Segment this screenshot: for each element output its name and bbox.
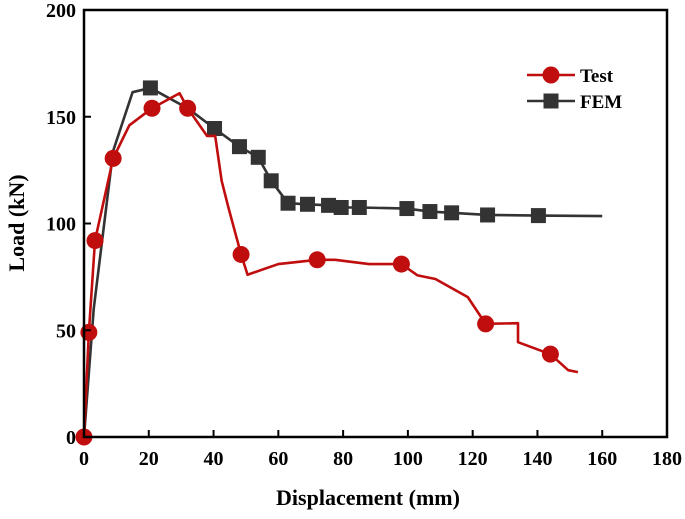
test-point bbox=[308, 251, 326, 269]
series-fem bbox=[82, 80, 603, 438]
x-tick-label: 140 bbox=[522, 448, 552, 470]
x-tick-label: 60 bbox=[268, 448, 288, 470]
test-point bbox=[477, 315, 495, 333]
x-axis-label: Displacement (mm) bbox=[276, 485, 460, 510]
fem-point bbox=[250, 149, 266, 165]
legend-test-marker bbox=[542, 66, 560, 84]
test-point bbox=[541, 345, 559, 363]
test-point bbox=[179, 99, 197, 117]
fem-line bbox=[82, 86, 603, 438]
fem-point bbox=[207, 120, 223, 136]
fem-point bbox=[399, 201, 415, 217]
x-tick-label: 80 bbox=[333, 448, 353, 470]
fem-point bbox=[351, 199, 367, 215]
test-point bbox=[143, 99, 161, 117]
x-tick-label: 0 bbox=[79, 448, 89, 470]
fem-point bbox=[280, 195, 296, 211]
fem-point bbox=[231, 139, 247, 155]
y-tick-label: 50 bbox=[56, 320, 76, 342]
fem-point bbox=[422, 204, 438, 220]
fem-point bbox=[299, 196, 315, 212]
x-tick-label: 120 bbox=[458, 448, 488, 470]
legend: Test FEM bbox=[527, 66, 622, 113]
legend-fem-marker bbox=[543, 93, 559, 109]
fem-point bbox=[263, 173, 279, 189]
series-test bbox=[75, 91, 579, 446]
series-layer bbox=[75, 80, 603, 446]
fem-point bbox=[142, 80, 158, 96]
fem-point bbox=[480, 207, 496, 223]
legend-fem-label: FEM bbox=[580, 92, 622, 113]
ticks-layer: 0 20 40 60 80 100 120 140 160 180 0 50 100 150 200 bbox=[46, 0, 682, 470]
y-tick-label: 0 bbox=[66, 427, 76, 449]
x-tick-label: 180 bbox=[652, 448, 682, 470]
y-tick-label: 150 bbox=[46, 107, 76, 129]
fem-point bbox=[530, 208, 546, 224]
x-tick-label: 160 bbox=[587, 448, 617, 470]
fem-point bbox=[333, 199, 349, 215]
test-point bbox=[392, 255, 410, 273]
test-point bbox=[86, 232, 104, 250]
fem-point bbox=[321, 197, 337, 213]
x-tick-label: 100 bbox=[393, 448, 423, 470]
test-point bbox=[104, 149, 122, 167]
y-tick-label: 100 bbox=[46, 214, 76, 236]
test-line bbox=[82, 91, 579, 438]
x-tick-label: 40 bbox=[204, 448, 224, 470]
y-axis-label: Load (kN) bbox=[4, 174, 29, 271]
fem-point bbox=[444, 205, 460, 221]
y-tick-label: 200 bbox=[46, 0, 76, 22]
legend-test-label: Test bbox=[580, 66, 614, 87]
x-tick-label: 20 bbox=[139, 448, 159, 470]
test-point bbox=[232, 245, 250, 263]
